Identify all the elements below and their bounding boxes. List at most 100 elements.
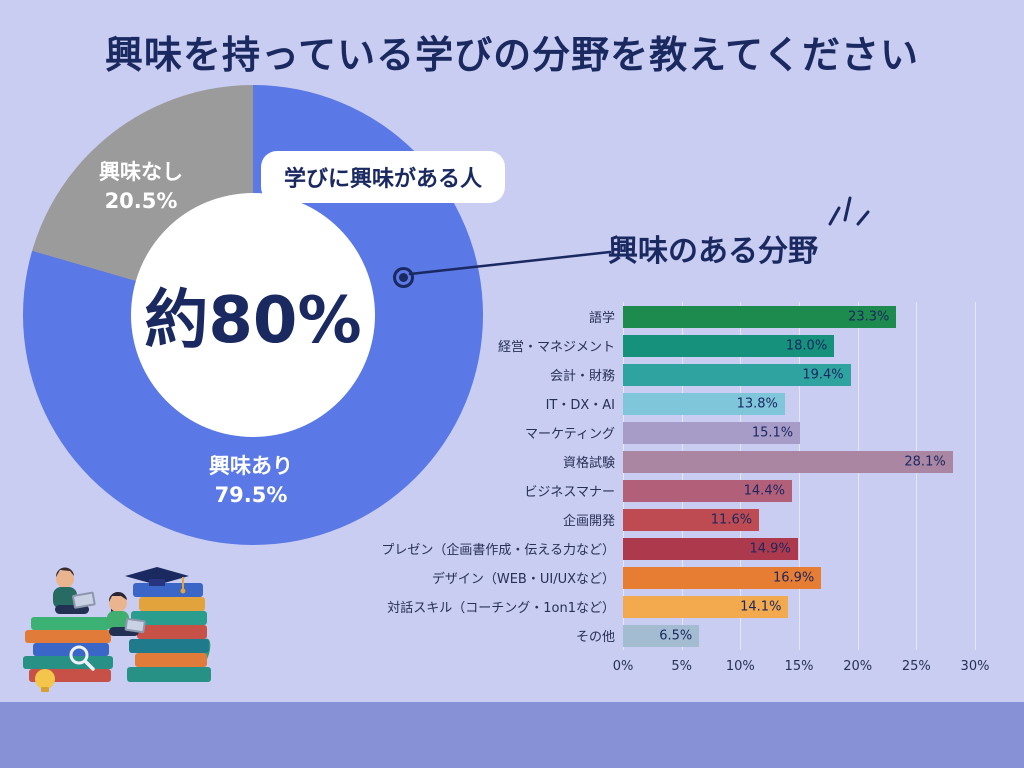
bar-value: 19.4% [802, 367, 844, 382]
bar-label: ビジネスマナー [524, 485, 615, 500]
bar-label: 資格試験 [562, 456, 615, 471]
chart-rows: 語学 23.3% 経営・マネジメント 18.0% 会計・財務 19.4% IT・DX・AI 1… [365, 302, 975, 650]
bar: 23.3% [623, 305, 897, 328]
gridline [623, 302, 624, 650]
bar-label: 会計・財務 [549, 369, 615, 384]
person-with-laptop-icon [53, 567, 96, 614]
bar: 14.4% [623, 479, 792, 502]
bar: 6.5% [623, 624, 700, 647]
segment-name: 興味あり [209, 454, 293, 478]
bar-label: IT・DX・AI [545, 398, 615, 413]
bar-track: 14.9% [623, 537, 975, 560]
bar-label: マーケティング [525, 427, 615, 442]
chart-row: 資格試験 28.1% [365, 447, 975, 476]
bar-value: 16.9% [772, 570, 815, 585]
bar-value: 18.0% [785, 338, 828, 353]
x-axis-tick: 0% [612, 659, 634, 674]
bar-track: 11.6% [623, 508, 975, 531]
gridline [916, 302, 918, 650]
chart-row: その他 6.5% [365, 621, 975, 650]
emphasis-marks-icon [828, 196, 870, 226]
callout-dot [399, 273, 408, 282]
bar-label: 対話スキル（コーチング・1on1など） [387, 601, 615, 616]
segment-name: 興味なし [99, 160, 183, 184]
donut-hole: 約80% [131, 193, 375, 437]
bar-track: 28.1% [623, 450, 975, 473]
chart-row: 対話スキル（コーチング・1on1など） 14.1% [365, 592, 975, 621]
bar-value: 14.4% [743, 483, 785, 498]
x-axis-tick: 5% [671, 659, 692, 674]
bar-value: 28.1% [904, 454, 946, 469]
x-axis-tick: 30% [960, 659, 990, 674]
bar: 13.8% [623, 392, 785, 415]
bar-value: 11.6% [710, 512, 753, 527]
bar: 28.1% [623, 450, 953, 473]
chart-row: プレゼン（企画書作成・伝える力など） 14.9% [365, 534, 975, 563]
speech-bubble: 学びに興味がある人 [261, 151, 506, 203]
bar: 16.9% [623, 566, 822, 589]
donut-center-label: 約80% [144, 284, 362, 358]
bar-track: 13.8% [623, 392, 975, 415]
donut-segment-label-interest: 興味あり 79.5% [190, 452, 312, 511]
bar-value: 14.1% [740, 599, 782, 614]
bar-label: その他 [575, 630, 615, 645]
chart-gridlines [623, 302, 976, 650]
bar: 14.1% [623, 595, 789, 618]
chart-row: 経営・マネジメント 18.0% [365, 331, 975, 360]
segment-percent: 20.5% [104, 189, 178, 214]
person-with-laptop-icon-2 [107, 591, 146, 636]
page-title: 興味を持っている学びの分野を教えてください [104, 33, 920, 77]
bar-label: 企画開発 [562, 514, 615, 529]
chart-row: ビジネスマナー 14.4% [365, 476, 975, 505]
speech-bubble-label: 学びに興味がある人 [284, 167, 483, 192]
bar-track: 18.0% [623, 334, 975, 357]
bottom-band [0, 702, 1024, 768]
chart-row: デザイン（WEB・UI/UXなど） 16.9% [365, 563, 975, 592]
gridline [799, 302, 800, 650]
bar: 14.9% [623, 537, 798, 560]
gridline [975, 302, 976, 650]
chart-x-axis: 0% 5% 10% 15% 20% 25% 30% [613, 659, 990, 677]
interest-bar-chart: 語学 23.3% 経営・マネジメント 18.0% 会計・財務 19.4% IT・DX・AI 1… [365, 302, 990, 677]
bar-chart-title: 興味のある分野 [608, 234, 818, 269]
bar: 18.0% [623, 334, 835, 357]
graduation-cap-icon [125, 567, 189, 594]
chart-row: 企画開発 11.6% [365, 505, 975, 534]
gridline [857, 302, 859, 650]
bar-track: 16.9% [623, 566, 975, 589]
callout-line [408, 250, 612, 276]
bar-track: 23.3% [623, 305, 975, 328]
bar: 15.1% [623, 421, 801, 444]
chart-row: IT・DX・AI 13.8% [365, 389, 975, 418]
segment-percent: 79.5% [214, 483, 288, 508]
gridline [740, 302, 742, 650]
bar-value: 15.1% [751, 425, 794, 440]
gridline [681, 302, 683, 650]
bar-value: 13.8% [736, 396, 778, 411]
bar-track: 15.1% [623, 421, 975, 444]
chart-row: マーケティング 15.1% [365, 418, 975, 447]
magnifier-icon [69, 645, 95, 671]
chart-row: 会計・財務 19.4% [365, 360, 975, 389]
bar-label: 経営・マネジメント [497, 340, 615, 355]
bar-track: 14.1% [623, 595, 975, 618]
bar: 11.6% [623, 508, 760, 531]
x-axis-tick: 10% [725, 659, 755, 674]
bar-track: 6.5% [623, 624, 975, 647]
bar-label: 語学 [588, 311, 615, 326]
bar-label: デザイン（WEB・UI/UXなど） [431, 572, 615, 587]
lightbulb-icon [35, 669, 55, 692]
chart-row: 語学 23.3% [365, 302, 975, 331]
bar-track: 14.4% [623, 479, 975, 502]
donut-segment-label-no-interest: 興味なし 20.5% [86, 158, 196, 217]
bar-value: 23.3% [848, 309, 890, 324]
bar-label: プレゼン（企画書作成・伝える力など） [381, 543, 615, 558]
bar: 19.4% [623, 363, 851, 386]
bar-value: 14.9% [749, 541, 791, 556]
books-people-illustration [23, 567, 211, 692]
x-axis-tick: 15% [784, 659, 814, 674]
bar-track: 19.4% [623, 363, 975, 386]
x-axis-tick: 25% [901, 659, 931, 674]
bar-value: 6.5% [659, 628, 693, 643]
x-axis-tick: 20% [843, 659, 873, 674]
